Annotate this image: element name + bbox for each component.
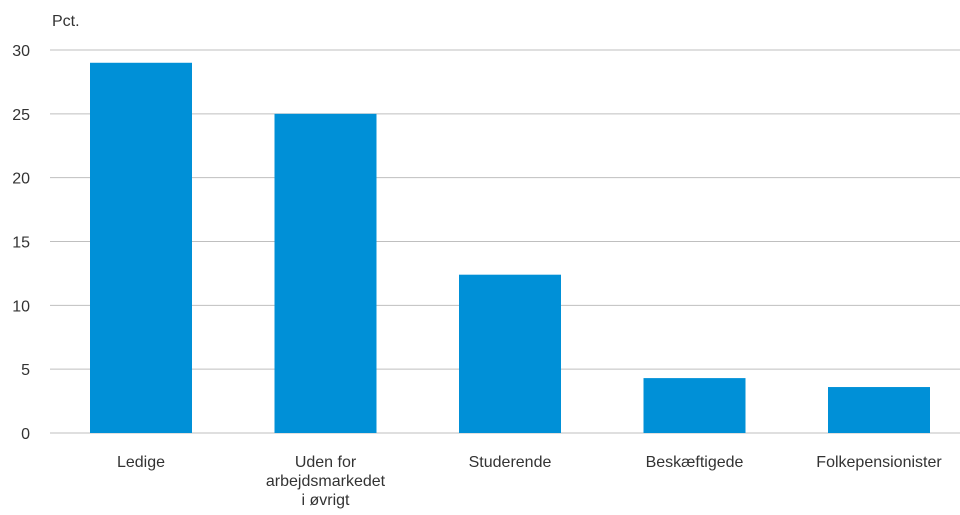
x-category-label: Ledige xyxy=(117,454,165,471)
y-axis-tick-labels: 0 5 10 15 20 25 30 xyxy=(12,43,30,443)
bars xyxy=(90,62,930,434)
x-category-label: Uden for arbejdsmarkedet i øvrigt xyxy=(266,454,386,509)
bar xyxy=(90,62,192,434)
x-category-label: Beskæftigede xyxy=(646,454,744,471)
x-category-label: Studerende xyxy=(469,454,552,471)
y-tick-label: 10 xyxy=(12,298,30,315)
bar xyxy=(828,387,930,433)
y-axis-unit-label: Pct. xyxy=(52,13,80,30)
x-axis-category-labels: Ledige Uden for arbejdsmarkedet i øvrigt Stu… xyxy=(117,454,942,509)
y-tick-label: 30 xyxy=(12,43,30,60)
bar xyxy=(459,274,561,433)
y-tick-label: 15 xyxy=(12,235,30,252)
y-tick-label: 5 xyxy=(21,362,30,379)
bar xyxy=(643,378,746,433)
y-tick-label: 0 xyxy=(21,426,30,443)
x-category-label: Folkepensionister xyxy=(816,454,942,471)
bar xyxy=(274,113,377,433)
y-tick-label: 25 xyxy=(12,107,30,124)
y-tick-label: 20 xyxy=(12,171,30,188)
